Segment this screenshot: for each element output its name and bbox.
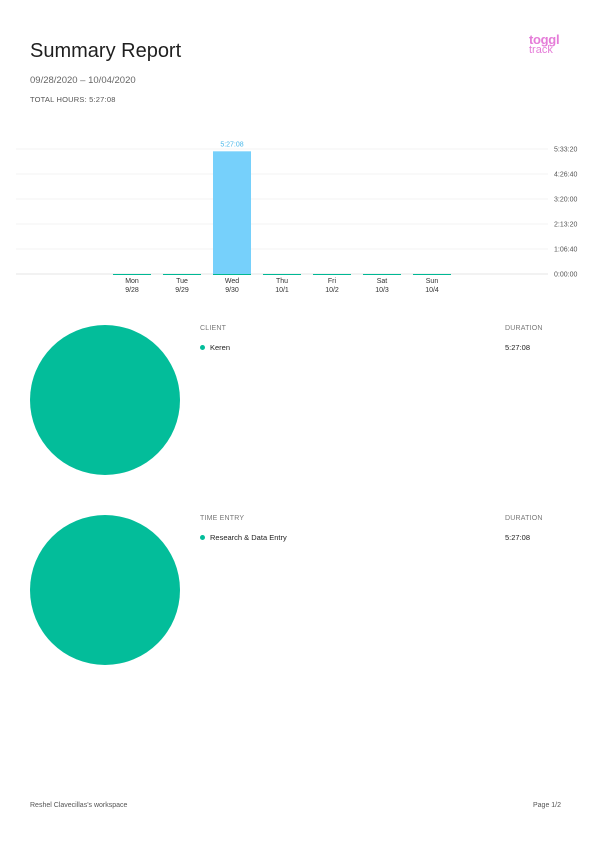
x-tick-date: 9/30: [225, 287, 239, 294]
time-entry-header: TIME ENTRY: [200, 515, 245, 522]
time-entry-name: Research & Data Entry: [210, 533, 287, 542]
report-title: Summary Report: [30, 40, 182, 62]
time-entry-duration: 5:27:08: [505, 533, 531, 542]
x-tick-day: Thu: [276, 278, 288, 285]
y-tick-label: 3:20:00: [554, 197, 577, 204]
y-tick-label: 2:13:20: [554, 222, 577, 229]
total-hours: TOTAL HOURS: 5:27:08: [30, 95, 116, 104]
page-number: Page 1/2: [533, 802, 562, 809]
workspace-name: Reshel Clavecillas's workspace: [30, 802, 128, 809]
x-tick-date: 10/2: [325, 287, 339, 294]
client-duration: 5:27:08: [505, 343, 531, 352]
x-tick-date: 10/4: [425, 287, 439, 294]
x-tick-day: Tue: [176, 278, 188, 285]
bar: [213, 151, 251, 274]
date-range: 09/28/2020 – 10/04/2020: [30, 75, 136, 86]
client-color-dot: [200, 345, 205, 350]
client-header: CLIENT: [200, 325, 227, 332]
y-tick-label: 4:26:40: [554, 172, 577, 179]
client-pie-chart: [30, 325, 180, 475]
x-tick-day: Sun: [426, 278, 439, 285]
client-name: Keren: [210, 343, 231, 352]
y-tick-label: 0:00:00: [554, 272, 577, 279]
daily-hours-bar-chart: 0:00:00 1:06:40 2:13:20 3:20:00 4:26:40 5:33:…: [16, 141, 577, 294]
x-tick-day: Mon: [125, 278, 139, 285]
time-entry-duration-header: DURATION: [505, 515, 543, 522]
x-tick-date: 9/28: [125, 287, 139, 294]
x-tick-date: 10/1: [275, 287, 289, 294]
x-tick-day: Sat: [377, 278, 388, 285]
time-entry-color-dot: [200, 535, 205, 540]
time-entry-pie-chart: [30, 515, 180, 665]
logo-line-2: track: [529, 44, 553, 56]
x-tick-day: Wed: [225, 278, 239, 285]
y-tick-label: 1:06:40: [554, 247, 577, 254]
x-tick-date: 10/3: [375, 287, 389, 294]
client-duration-header: DURATION: [505, 325, 543, 332]
toggl-track-logo: toggl track: [529, 32, 569, 56]
bar-value-label: 5:27:08: [220, 141, 243, 148]
x-tick-date: 9/29: [175, 287, 189, 294]
logo-line-1: toggl: [529, 32, 560, 47]
x-tick-day: Fri: [328, 278, 337, 285]
y-tick-label: 5:33:20: [554, 147, 577, 154]
